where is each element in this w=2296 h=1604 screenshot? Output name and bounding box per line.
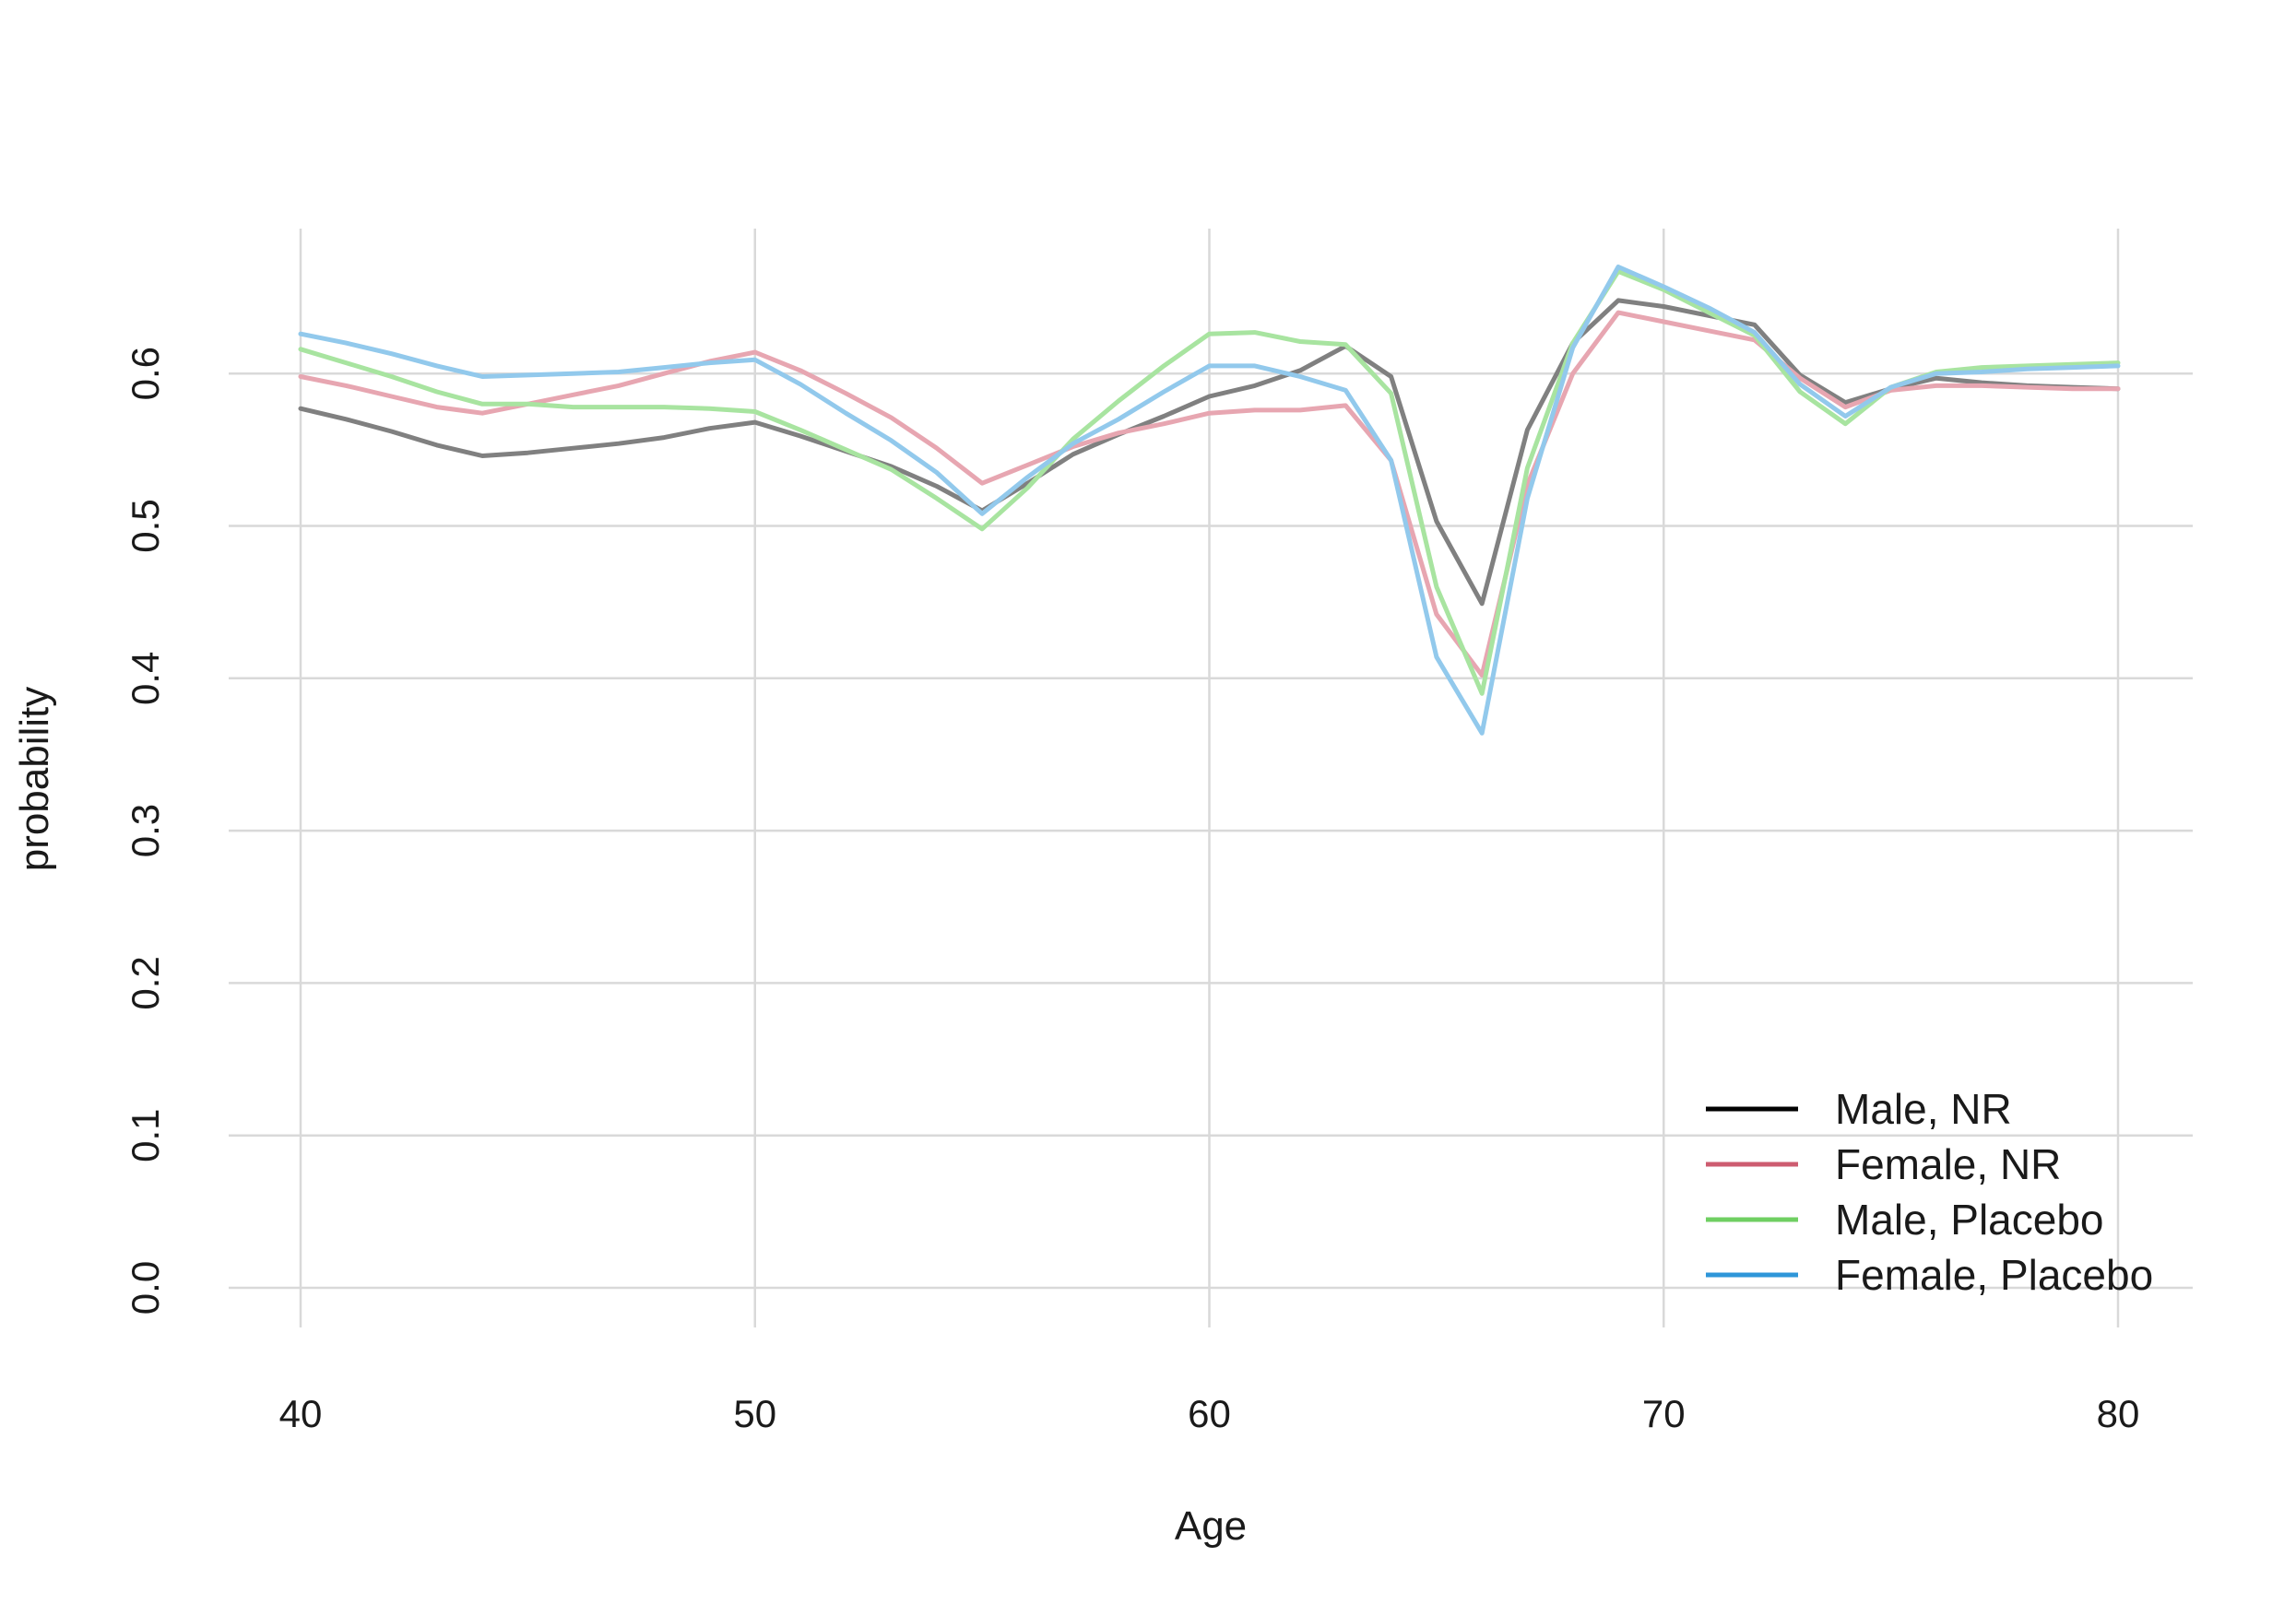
series-lines xyxy=(298,265,2121,736)
legend-label: Female, NR xyxy=(1835,1140,2061,1188)
x-tick-labels: 40 50 60 70 80 xyxy=(279,1392,2140,1435)
x-tick-label: 70 xyxy=(1642,1392,1686,1435)
series-line-female-placebo xyxy=(298,265,2121,736)
legend-label: Female, Placebo xyxy=(1835,1251,2153,1299)
x-tick-label: 60 xyxy=(1188,1392,1231,1435)
y-tick-label: 0.2 xyxy=(124,956,167,1009)
y-axis-title: probability xyxy=(12,687,57,872)
y-tick-labels: 0.0 0.1 0.2 0.3 0.4 0.5 0.6 xyxy=(124,347,167,1315)
series-line-male-nr xyxy=(298,298,2121,607)
y-tick-label: 0.3 xyxy=(124,804,167,857)
legend-label: Male, NR xyxy=(1835,1085,2012,1133)
x-tick-label: 80 xyxy=(2097,1392,2140,1435)
y-tick-label: 0.5 xyxy=(124,499,167,552)
x-axis-title: Age xyxy=(1175,1504,1247,1549)
y-tick-label: 0.4 xyxy=(124,652,167,705)
series-line-male-placebo xyxy=(298,268,2121,696)
series-line-female-nr xyxy=(298,310,2121,678)
x-tick-label: 40 xyxy=(279,1392,323,1435)
x-tick-label: 50 xyxy=(733,1392,776,1435)
legend-label: Male, Placebo xyxy=(1835,1196,2104,1244)
y-tick-label: 0.1 xyxy=(124,1109,167,1162)
y-tick-label: 0.0 xyxy=(124,1261,167,1315)
y-tick-label: 0.6 xyxy=(124,347,167,400)
legend: Male, NR Female, NR Male, Placebo Female, P… xyxy=(1706,1085,2153,1299)
